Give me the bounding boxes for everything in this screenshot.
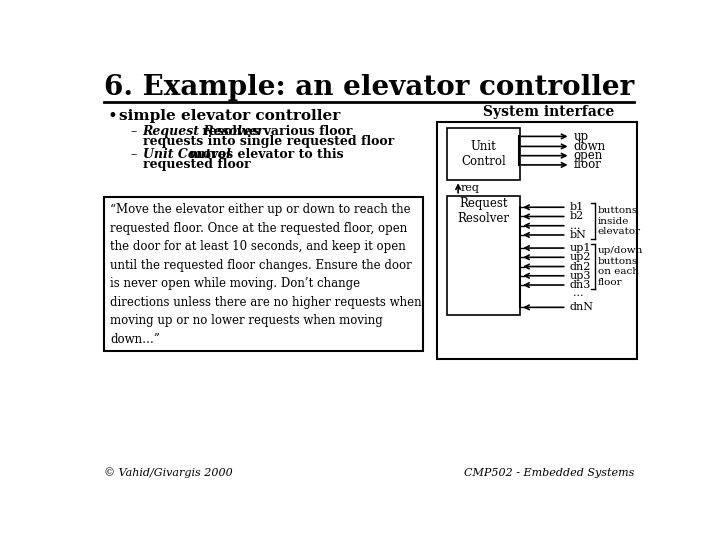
Text: –: –	[130, 125, 137, 138]
Text: simple elevator controller: simple elevator controller	[120, 110, 341, 123]
Text: Unit
Control: Unit Control	[461, 140, 505, 168]
FancyBboxPatch shape	[446, 195, 520, 315]
Text: •: •	[107, 108, 117, 125]
Text: requested floor: requested floor	[143, 158, 251, 171]
Text: dn2: dn2	[570, 261, 591, 272]
Text: dnN: dnN	[570, 302, 594, 312]
Text: © Vahid/Givargis 2000: © Vahid/Givargis 2000	[104, 468, 233, 478]
Text: resolves various floor: resolves various floor	[199, 125, 353, 138]
Text: floor: floor	[574, 158, 601, 171]
Text: bN: bN	[570, 230, 587, 240]
Text: Request
Resolver: Request Resolver	[457, 197, 509, 225]
Text: dn3: dn3	[570, 280, 591, 290]
Text: b1: b1	[570, 202, 584, 212]
FancyBboxPatch shape	[437, 122, 637, 359]
Text: up2: up2	[570, 252, 591, 262]
Text: ...: ...	[570, 221, 580, 231]
Text: System interface: System interface	[483, 105, 614, 119]
Text: –: –	[130, 148, 137, 161]
FancyBboxPatch shape	[446, 128, 520, 180]
FancyBboxPatch shape	[104, 197, 423, 351]
Text: requests into single requested floor: requests into single requested floor	[143, 136, 394, 148]
Text: down: down	[574, 140, 606, 153]
Text: up1: up1	[570, 243, 591, 253]
Text: Request Resolver: Request Resolver	[143, 125, 264, 138]
Text: open: open	[574, 149, 603, 162]
Text: moves elevator to this: moves elevator to this	[185, 148, 344, 161]
Text: Unit Control: Unit Control	[143, 148, 230, 161]
Text: ...: ...	[573, 288, 583, 299]
Text: up: up	[574, 130, 589, 143]
Text: CMP502 - Embedded Systems: CMP502 - Embedded Systems	[464, 468, 634, 478]
Text: 6. Example: an elevator controller: 6. Example: an elevator controller	[104, 75, 634, 102]
Text: buttons
inside
elevator: buttons inside elevator	[598, 206, 641, 236]
Text: up3: up3	[570, 271, 591, 281]
Text: b2: b2	[570, 212, 584, 221]
Text: “Move the elevator either up or down to reach the
requested floor. Once at the r: “Move the elevator either up or down to …	[110, 204, 422, 346]
Text: req: req	[461, 183, 480, 193]
Text: up/down
buttons
on each
floor: up/down buttons on each floor	[598, 246, 643, 287]
